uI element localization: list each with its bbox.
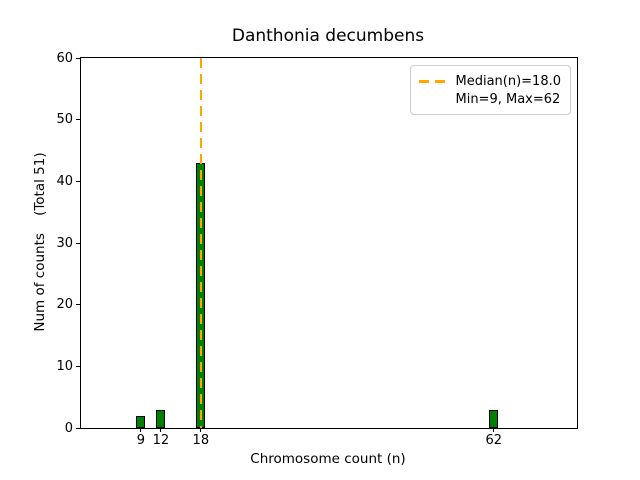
x-tick-label: 12 [152, 433, 170, 448]
plot-area: 0 10 20 30 40 50 60 9 12 18 62 Median(n)=18.0 Min=… [56, 52, 578, 447]
y-tick-label: 50 [56, 112, 73, 128]
x-tick-mark [493, 428, 495, 432]
bar [489, 409, 499, 428]
y-tick-label: 0 [64, 420, 73, 436]
chart-title: Danthonia decumbens [231, 26, 425, 46]
y-tick-mark [76, 365, 80, 367]
legend-label-median: Median(n)=18.0 [455, 73, 561, 89]
legend-entry-minmax: Min=9, Max=62 [419, 90, 561, 108]
y-tick-mark [76, 242, 80, 244]
y-tick-label: 40 [56, 173, 73, 189]
y-tick-mark [76, 427, 80, 429]
y-tick-label: 60 [56, 50, 73, 66]
y-tick-mark [76, 180, 80, 182]
median-line [199, 58, 202, 428]
x-tick-label: 18 [192, 433, 210, 448]
y-tick-label: 20 [56, 297, 73, 313]
x-axis-label: Chromosome count (n) [250, 451, 406, 467]
y-tick-mark [76, 57, 80, 59]
y-axis-label: Num of counts (Total 51) [32, 152, 48, 332]
y-tick-label: 30 [56, 235, 73, 251]
x-tick-mark [140, 428, 142, 432]
legend-label-minmax: Min=9, Max=62 [455, 91, 561, 107]
x-tick-label: 9 [136, 433, 146, 448]
bar [156, 409, 166, 428]
bar [136, 415, 146, 428]
x-tick-mark [200, 428, 202, 432]
y-tick-label: 10 [56, 358, 73, 374]
x-tick-label: 62 [485, 433, 503, 448]
median-dashed-line-icon [419, 79, 446, 83]
x-tick-mark [160, 428, 162, 432]
legend: Median(n)=18.0 Min=9, Max=62 [410, 65, 571, 115]
y-tick-mark [76, 119, 80, 121]
legend-entry-median: Median(n)=18.0 [419, 72, 561, 90]
y-tick-mark [76, 304, 80, 306]
